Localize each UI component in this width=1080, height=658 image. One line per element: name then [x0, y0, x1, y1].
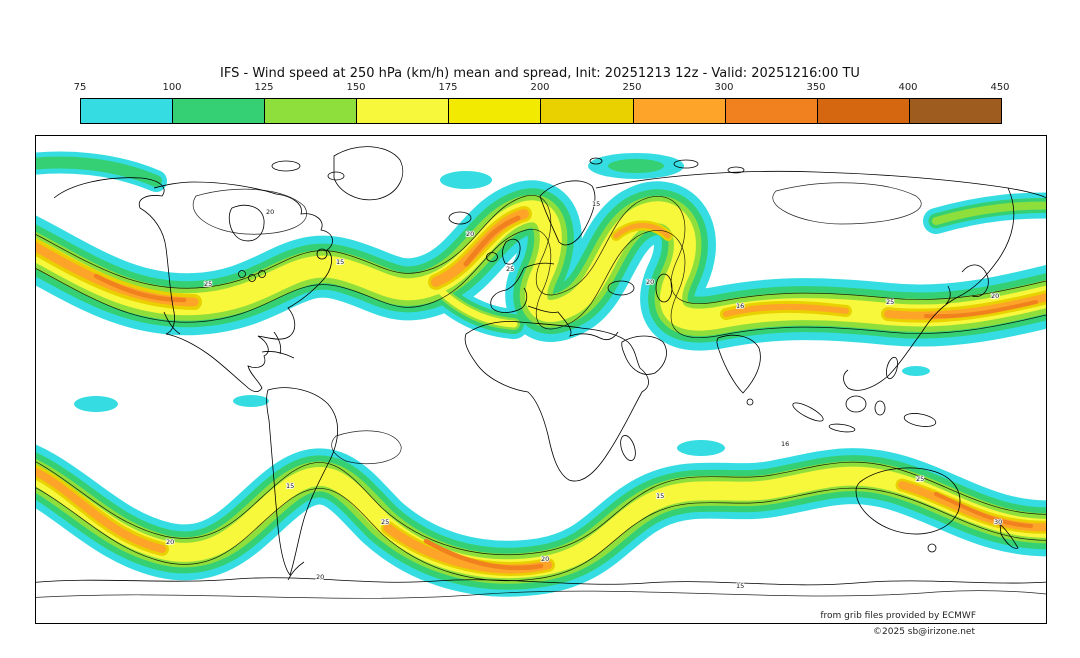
colorbar-segment — [909, 99, 1001, 123]
colorbar-segment — [817, 99, 910, 123]
colorbar-segment — [81, 99, 174, 123]
contour-label: 20 — [541, 555, 549, 563]
contour-label: 15 — [336, 258, 344, 266]
colorbar-tick: 100 — [162, 82, 182, 93]
coast-greenland — [333, 146, 404, 201]
coast-europe — [539, 180, 596, 246]
colorbar-segment — [173, 99, 266, 123]
coast-antarctica — [36, 577, 1046, 586]
colorbar-ticks: 75 100 125 150 175 200 250 300 350 400 450 — [74, 82, 1010, 95]
colorbar-segment — [357, 99, 450, 123]
cyan-patches — [74, 153, 930, 456]
contour-label: 16 — [781, 440, 789, 448]
contour-label: 25 — [506, 265, 514, 273]
colorbar-segment — [725, 99, 818, 123]
coastlines — [36, 146, 1046, 586]
colorbar-tick: 200 — [530, 82, 550, 93]
contour-label: 20 — [166, 538, 174, 546]
contour-label: 30 — [994, 518, 1002, 526]
spread-contours — [36, 182, 1046, 599]
contour-label: 25 — [204, 280, 212, 288]
world-map: 25 20 15 20 25 15 20 16 25 20 20 15 25 2… — [35, 135, 1047, 624]
contour-label: 25 — [381, 518, 389, 526]
colorbar-segment — [449, 99, 542, 123]
coast-india — [716, 334, 761, 394]
colorbar-tick: 350 — [806, 82, 826, 93]
contour-label: 20 — [266, 208, 274, 216]
contour-label: 25 — [886, 298, 894, 306]
contour-label: 15 — [656, 492, 664, 500]
contour-label: 20 — [316, 573, 324, 581]
coast-africa — [464, 321, 649, 482]
coast-north-america — [53, 177, 333, 392]
coast-australia — [855, 467, 961, 535]
contour-label: 15 — [592, 200, 600, 208]
colorbar-tick: 75 — [73, 82, 87, 93]
map-canvas: 25 20 15 20 25 15 20 16 25 20 20 15 25 2… — [36, 136, 1046, 623]
page-title: IFS - Wind speed at 250 hPa (km/h) mean … — [220, 66, 860, 81]
contour-label: 20 — [991, 292, 999, 300]
contour-label: 20 — [646, 278, 654, 286]
contour-label: 25 — [916, 475, 924, 483]
colorbar-tick: 400 — [898, 82, 918, 93]
credit-copyright: ©2025 sb@irizone.net — [873, 627, 975, 637]
coast-south-america — [266, 387, 339, 576]
contour-label: 20 — [466, 230, 474, 238]
colorbar-tick: 150 — [346, 82, 366, 93]
wind-speed-bands — [36, 153, 1046, 569]
contour-label: 15 — [736, 582, 744, 590]
contour-label: 16 — [736, 302, 744, 310]
coast-asia — [595, 170, 1046, 199]
colorbar-tick: 450 — [990, 82, 1010, 93]
colorbar-tick: 300 — [714, 82, 734, 93]
colorbar-segment — [541, 99, 634, 123]
contour-label: 15 — [286, 482, 294, 490]
colorbar-tick: 125 — [254, 82, 274, 93]
colorbar-tick: 250 — [622, 82, 642, 93]
contour-labels: 25 20 15 20 25 15 20 16 25 20 20 15 25 2… — [165, 199, 1003, 591]
colorbar-segment — [265, 99, 358, 123]
colorbar-segment — [633, 99, 726, 123]
credit-source: from grib files provided by ECMWF — [820, 611, 976, 621]
colorbar — [80, 98, 1002, 124]
colorbar-tick: 175 — [438, 82, 458, 93]
